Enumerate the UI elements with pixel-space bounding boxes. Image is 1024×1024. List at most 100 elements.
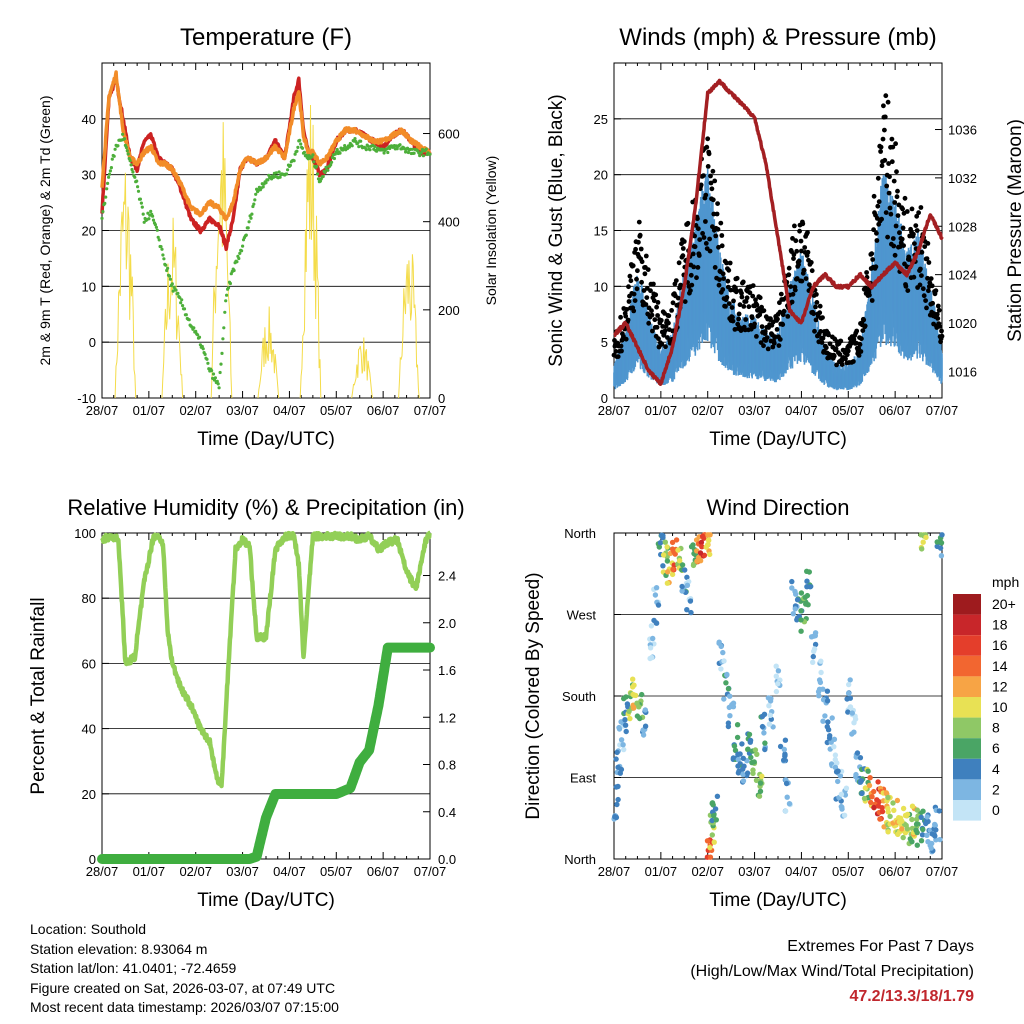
direction-point bbox=[622, 717, 628, 723]
gust-point bbox=[712, 265, 718, 270]
winds-xtick-label: 07/07 bbox=[926, 403, 959, 418]
dewpoint-point bbox=[131, 170, 135, 174]
gust-point bbox=[785, 314, 791, 319]
gust-point bbox=[920, 286, 926, 292]
direction-point bbox=[713, 817, 719, 823]
direction-point bbox=[920, 539, 926, 545]
legend-label: 10 bbox=[992, 699, 1008, 715]
direction-point bbox=[652, 592, 659, 598]
dewpoint-point bbox=[241, 244, 245, 248]
direction-point bbox=[707, 844, 713, 851]
gust-point bbox=[712, 178, 718, 184]
gust-point bbox=[713, 233, 719, 239]
direction-xtick-label: 28/07 bbox=[598, 864, 631, 879]
direction-point bbox=[914, 807, 920, 813]
direction-point bbox=[933, 827, 939, 833]
direction-point bbox=[706, 537, 712, 544]
direction-point bbox=[924, 814, 930, 820]
direction-point bbox=[707, 551, 713, 558]
dewpoint-point bbox=[157, 238, 161, 242]
dewpoint-point bbox=[246, 226, 250, 230]
direction-point bbox=[679, 562, 686, 568]
gust-point bbox=[903, 283, 909, 289]
gust-point bbox=[658, 318, 664, 323]
dewpoint-point bbox=[151, 214, 155, 218]
gust-point bbox=[716, 244, 721, 250]
direction-point bbox=[616, 724, 622, 731]
direction-point bbox=[703, 544, 709, 550]
direction-point bbox=[622, 722, 629, 728]
winds-ytick-label: 10 bbox=[594, 279, 608, 294]
dewpoint-point bbox=[373, 144, 377, 149]
direction-point bbox=[767, 698, 774, 704]
gust-point bbox=[654, 324, 660, 330]
direction-point bbox=[677, 558, 683, 564]
direction-point bbox=[714, 793, 721, 799]
direction-point bbox=[709, 817, 715, 824]
gust-point bbox=[721, 276, 726, 281]
dewpoint-point bbox=[107, 175, 111, 179]
humidity-xtick-label: 07/07 bbox=[414, 864, 447, 879]
gust-point bbox=[926, 260, 932, 265]
gust-point bbox=[790, 291, 796, 297]
direction-point bbox=[647, 645, 654, 651]
legend-swatch bbox=[953, 800, 981, 821]
gust-point bbox=[892, 252, 898, 258]
humidity-ytick-label: 20 bbox=[82, 787, 96, 802]
gust-point bbox=[876, 199, 882, 205]
direction-point bbox=[648, 623, 655, 629]
gust-point bbox=[874, 238, 880, 243]
temperature-ytick-label: 20 bbox=[82, 224, 96, 239]
direction-point bbox=[868, 799, 874, 806]
direction-point bbox=[766, 721, 773, 727]
direction-point bbox=[938, 553, 945, 559]
gust-point bbox=[743, 317, 749, 322]
gust-point bbox=[644, 295, 650, 300]
recent-text: Most recent data timestamp: 2026/03/07 0… bbox=[30, 999, 339, 1015]
temperature-ytick-label: 10 bbox=[82, 279, 96, 294]
dewpoint-point bbox=[110, 157, 114, 161]
dewpoint-point bbox=[329, 163, 333, 167]
winds-y2tick-label: 1032 bbox=[948, 171, 977, 186]
direction-point bbox=[735, 763, 741, 769]
dewpoint-point bbox=[274, 171, 278, 175]
dewpoint-point bbox=[160, 247, 164, 251]
gust-point bbox=[655, 300, 661, 305]
dewpoint-point bbox=[210, 369, 214, 373]
gust-point bbox=[922, 244, 928, 250]
dewpoint-point bbox=[404, 150, 408, 154]
direction-point bbox=[734, 734, 741, 741]
gust-point bbox=[739, 290, 744, 296]
direction-point bbox=[854, 750, 861, 756]
gust-point bbox=[870, 257, 876, 262]
temperature-xtick-label: 05/07 bbox=[320, 403, 353, 418]
gust-point bbox=[918, 266, 923, 272]
gust-point bbox=[871, 227, 876, 233]
dewpoint-point bbox=[176, 291, 180, 295]
direction-point bbox=[750, 767, 756, 773]
created-text: Figure created on Sat, 2026-03-07, at 07… bbox=[30, 979, 336, 996]
gust-point bbox=[867, 292, 872, 298]
gust-point bbox=[625, 317, 631, 323]
dewpoint-point bbox=[180, 298, 184, 302]
direction-point bbox=[725, 720, 732, 726]
direction-point bbox=[831, 744, 837, 750]
direction-point bbox=[904, 826, 911, 832]
station-info: Location: Southold Station elevation: 8.… bbox=[30, 920, 339, 1018]
direction-point bbox=[639, 691, 645, 698]
dewpoint-point bbox=[146, 211, 150, 215]
dewpoint-point bbox=[420, 150, 424, 154]
direction-point bbox=[891, 807, 897, 813]
gust-point bbox=[917, 282, 923, 288]
direction-point bbox=[656, 544, 662, 550]
gust-point bbox=[871, 193, 877, 199]
direction-point bbox=[831, 736, 838, 742]
direction-point bbox=[773, 673, 779, 679]
dewpoint-point bbox=[249, 216, 253, 220]
direction-point bbox=[631, 705, 637, 711]
dewpoint-point bbox=[181, 304, 185, 308]
dewpoint-point bbox=[215, 379, 219, 383]
direction-point bbox=[832, 752, 839, 758]
dewpoint-point bbox=[261, 185, 265, 189]
gust-point bbox=[666, 313, 672, 319]
